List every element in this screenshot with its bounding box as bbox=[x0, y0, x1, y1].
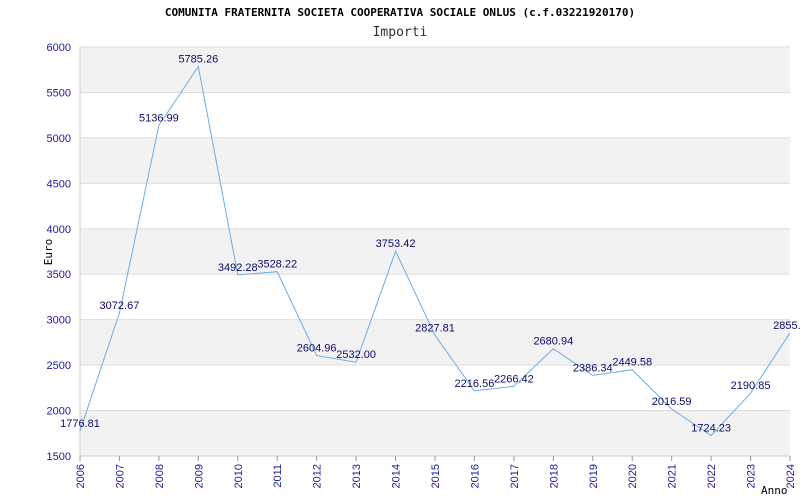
grid-band bbox=[80, 137, 790, 184]
data-label: 2680.94 bbox=[533, 336, 573, 348]
data-label: 2604.96 bbox=[297, 343, 337, 355]
x-tick-label: 2017 bbox=[509, 464, 521, 488]
data-label: 3528.22 bbox=[257, 259, 297, 271]
grid-band bbox=[80, 410, 790, 456]
grid-band bbox=[80, 228, 790, 275]
data-label: 5136.99 bbox=[139, 112, 179, 124]
y-tick-label: 5500 bbox=[47, 87, 71, 99]
x-tick-label: 2019 bbox=[588, 464, 600, 488]
chart-title: COMUNITA FRATERNITA SOCIETA COOPERATIVA … bbox=[164, 6, 636, 19]
x-tick-label: 2011 bbox=[272, 464, 284, 488]
data-label: 1724.23 bbox=[691, 423, 731, 435]
grid-band bbox=[80, 319, 790, 366]
data-label: 2190.85 bbox=[731, 380, 771, 392]
data-label: 2449.58 bbox=[612, 357, 652, 369]
x-tick-label: 2024 bbox=[785, 464, 797, 488]
y-tick-label: 1500 bbox=[47, 451, 71, 463]
data-label: 3492.28 bbox=[218, 262, 258, 274]
x-tick-label: 2022 bbox=[706, 464, 718, 488]
x-tick-label: 2013 bbox=[351, 464, 363, 488]
y-tick-label: 4000 bbox=[47, 224, 71, 236]
grid-band bbox=[80, 47, 790, 93]
data-label: 5785.26 bbox=[178, 54, 218, 66]
chart-subtitle: Importi bbox=[372, 25, 428, 40]
y-tick-label: 3500 bbox=[47, 269, 71, 281]
data-label: 2532.00 bbox=[336, 349, 376, 361]
x-tick-label: 2014 bbox=[391, 464, 403, 488]
y-tick-label: 4500 bbox=[47, 178, 71, 190]
x-tick-label: 2006 bbox=[75, 464, 87, 488]
data-label: 2266.42 bbox=[494, 373, 534, 385]
y-tick-label: 2000 bbox=[47, 406, 71, 418]
y-axis-title: Euro bbox=[42, 239, 55, 266]
data-label: 2016.59 bbox=[652, 396, 692, 408]
x-tick-label: 2020 bbox=[627, 464, 639, 488]
y-tick-label: 2500 bbox=[47, 360, 71, 372]
data-label: 2386.34 bbox=[573, 362, 613, 374]
data-label: 2216.56 bbox=[455, 378, 495, 390]
data-label: 1776.81 bbox=[60, 418, 100, 430]
data-label: 3753.42 bbox=[376, 238, 416, 250]
x-tick-label: 2016 bbox=[469, 464, 481, 488]
y-tick-label: 3000 bbox=[47, 315, 71, 327]
y-tick-label: 5000 bbox=[47, 133, 71, 145]
x-tick-label: 2021 bbox=[667, 464, 679, 488]
x-tick-label: 2010 bbox=[233, 464, 245, 488]
x-tick-label: 2023 bbox=[746, 464, 758, 488]
x-tick-label: 2018 bbox=[548, 464, 560, 488]
x-tick-label: 2008 bbox=[154, 464, 166, 488]
series-line bbox=[79, 65, 791, 437]
data-label: 2827.81 bbox=[415, 322, 455, 334]
x-tick-label: 2015 bbox=[430, 464, 442, 488]
x-tick-label: 2009 bbox=[193, 464, 205, 488]
data-label: 3072.67 bbox=[100, 300, 140, 312]
x-tick-label: 2012 bbox=[312, 464, 324, 488]
x-axis-title: Anno bbox=[761, 484, 788, 497]
y-tick-label: 6000 bbox=[47, 42, 71, 54]
data-label: 2855.4 bbox=[773, 320, 800, 332]
x-tick-label: 2007 bbox=[114, 464, 126, 488]
